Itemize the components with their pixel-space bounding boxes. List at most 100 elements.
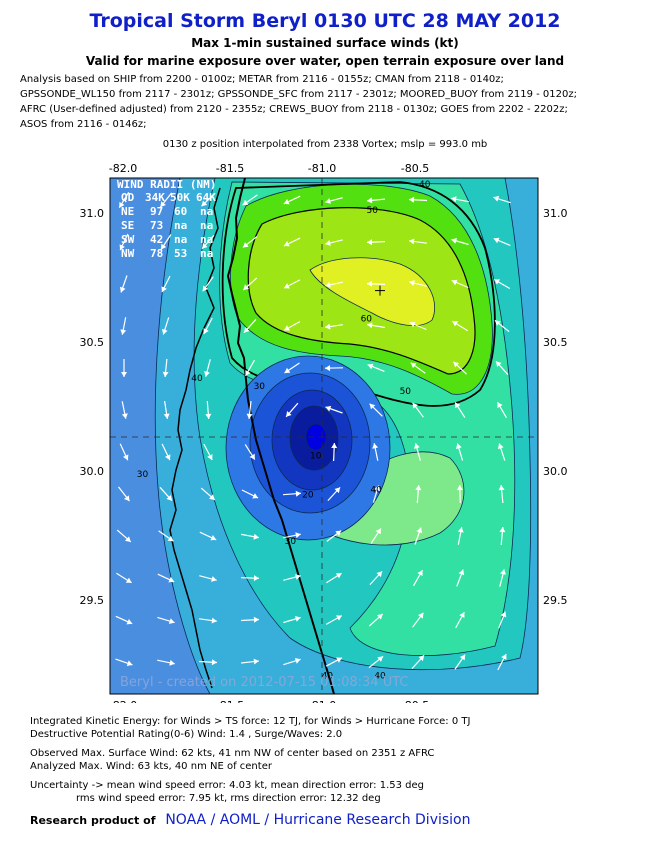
lon-tick-label: -81.5 xyxy=(216,162,244,175)
wind-radii-cell: na xyxy=(200,233,213,246)
contour-label: 60 xyxy=(361,315,373,325)
analysis-line: Analysis based on SHIP from 2200 - 0100z… xyxy=(20,74,504,85)
wind-vector-arrow xyxy=(456,443,464,461)
inland-waterway xyxy=(169,187,221,689)
wind-radii-cell: 53 xyxy=(174,247,187,260)
wind-vector-arrow xyxy=(118,486,130,502)
position-note: 0130 z position interpolated from 2338 V… xyxy=(162,139,488,150)
contour-label: 50 xyxy=(400,387,412,397)
contour-label: 10 xyxy=(310,452,322,462)
wind-vector-arrow xyxy=(163,401,170,419)
wind-vector-arrow xyxy=(198,659,218,666)
wind-vector-arrow xyxy=(158,530,174,542)
wind-vector-arrow xyxy=(244,444,256,460)
wind-vector-arrow xyxy=(119,275,128,293)
contour-label: 30 xyxy=(254,382,266,392)
wind-vector-arrow xyxy=(116,572,132,584)
analysis-line: AFRC (User-defined adjusted) from 2120 -… xyxy=(20,104,568,115)
wind-vector-arrow xyxy=(121,359,127,377)
wind-radii-header-cell: 50K xyxy=(170,191,190,204)
wind-vector-arrow xyxy=(160,234,172,250)
wind-vector-arrow xyxy=(199,575,217,582)
wind-vector-arrow xyxy=(242,194,258,206)
wind-vector-arrow xyxy=(283,532,301,539)
wind-radii-cell: 78 xyxy=(150,247,163,260)
wind-vector-arrow xyxy=(121,401,128,419)
wind-vector-arrow xyxy=(367,322,385,329)
wind-vector-arrow xyxy=(325,615,343,625)
analysis-line: GPSSONDE_WL150 from 2117 - 2301z; GPSSON… xyxy=(20,89,577,100)
analyzed-max-text: Analyzed Max. Wind: 63 kts, 40 nm NE of … xyxy=(30,760,272,772)
wind-vector-arrow xyxy=(414,527,423,545)
wind-vector-arrow xyxy=(283,237,301,247)
wind-vector-arrow xyxy=(368,613,384,627)
coastline xyxy=(226,178,335,694)
wind-vector-arrow xyxy=(415,484,422,504)
lat-tick-label: 29.5 xyxy=(80,594,105,607)
wind-vector-arrow xyxy=(159,486,173,502)
created-watermark: Beryl - created on 2012-07-15 01:08:34 U… xyxy=(120,675,408,690)
ike-text: Integrated Kinetic Energy: for Winds > T… xyxy=(30,716,471,727)
analysis-sources: Analysis based on SHIP from 2200 - 0100z… xyxy=(20,72,640,132)
wind-band-70 xyxy=(309,257,436,326)
wind-vector-arrow xyxy=(451,238,469,246)
wind-vector-arrow xyxy=(324,365,344,372)
wind-radii-cell: na xyxy=(200,205,213,218)
contour-label: 40 xyxy=(191,374,203,384)
wind-vector-arrow xyxy=(201,234,215,250)
wind-radii-cell: NE xyxy=(121,205,134,218)
lat-tick-label: 30.5 xyxy=(543,336,568,349)
footer-org-link[interactable]: NOAA / AOML / Hurricane Research Divisio… xyxy=(165,812,471,828)
lat-tick-label: 30.0 xyxy=(543,465,568,478)
wind-radii-header-cell: 64K xyxy=(196,191,216,204)
wind-vector-arrow xyxy=(159,192,173,208)
wind-vector-arrow xyxy=(284,362,300,374)
wind-vector-arrow xyxy=(499,526,506,546)
footer-label: Research product of xyxy=(30,814,156,827)
wind-vector-arrow xyxy=(162,358,169,378)
contour-labels: 50 60 50 40 40 30 40 20 10 30 30 40 40 xyxy=(137,180,431,681)
lon-tick-label: -81.0 xyxy=(308,699,336,703)
wind-vector-arrow xyxy=(161,275,171,293)
wind-vector-arrow xyxy=(283,279,301,289)
wind-vector-arrow xyxy=(331,442,338,462)
wind-vector-arrow xyxy=(283,574,301,581)
wind-vector-arrow xyxy=(366,197,386,204)
wind-vector-arrow xyxy=(497,653,507,671)
wind-radii-header-cell: 34K xyxy=(145,191,165,204)
wind-vector-arrow xyxy=(369,403,383,417)
map-title: Tropical Storm Beryl 0130 UTC 28 MAY 201… xyxy=(89,10,561,32)
contour-label: 40 xyxy=(370,485,382,495)
contour-label: 30 xyxy=(137,470,149,480)
wind-vector-arrow xyxy=(242,277,258,291)
wind-vector-arrow xyxy=(451,196,469,203)
wind-vector-arrow xyxy=(240,575,260,582)
wind-vector-arrow xyxy=(199,531,217,541)
lat-tick-label: 31.0 xyxy=(543,207,568,220)
wind-vector-arrow xyxy=(241,489,259,499)
wind-vector-arrow xyxy=(325,657,343,667)
contour-label: 20 xyxy=(302,491,314,501)
wind-vector-arrow xyxy=(495,360,509,376)
lat-tick-label: 29.5 xyxy=(543,594,568,607)
wind-vector-arrow xyxy=(325,239,343,246)
wind-radii-cell: SW xyxy=(121,233,135,246)
map-subtitle-exposure: Valid for marine exposure over water, op… xyxy=(85,54,565,68)
wind-vector-arrow xyxy=(370,528,382,544)
wind-vector-arrow xyxy=(202,276,214,292)
max-wind-stats: Observed Max. Surface Wind: 62 kts, 41 n… xyxy=(30,748,434,773)
wind-vector-arrow xyxy=(204,359,211,377)
wind-vector-arrow xyxy=(285,402,299,418)
wind-vector-arrow xyxy=(283,195,301,205)
contour-label: 50 xyxy=(366,206,378,216)
contour-label: 30 xyxy=(285,537,297,547)
uncertainty-rms-text: rms wind speed error: 7.95 kt, rms direc… xyxy=(76,792,381,804)
wind-vector-arrow xyxy=(161,443,171,461)
uncertainty-mean-text: Uncertainty -> mean wind speed error: 4.… xyxy=(30,780,425,791)
wind-vector-arrow xyxy=(115,615,133,625)
wind-vector-arrow xyxy=(326,530,342,542)
max-wind-marker xyxy=(375,285,385,296)
wind-vector-arrow xyxy=(411,654,425,670)
wind-vector-arrow xyxy=(116,529,132,543)
lon-tick-label: -80.5 xyxy=(401,162,429,175)
